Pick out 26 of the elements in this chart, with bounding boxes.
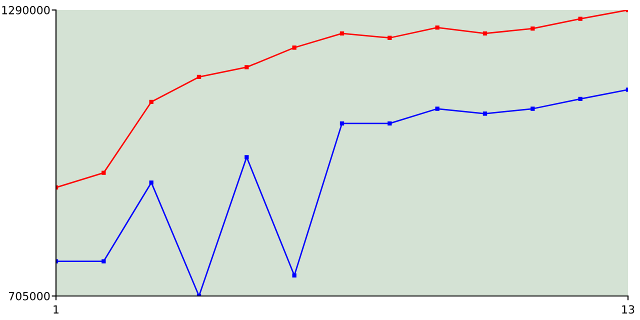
point <box>149 100 154 104</box>
point <box>292 46 296 50</box>
point <box>530 26 535 31</box>
y-tick-label: 705000 <box>8 292 50 300</box>
point <box>196 74 202 80</box>
point <box>244 65 249 70</box>
point <box>340 31 344 36</box>
point <box>578 16 582 21</box>
point <box>578 96 582 102</box>
x-tick-label: 1 <box>54 305 59 314</box>
point <box>102 170 106 175</box>
point <box>482 31 488 36</box>
point <box>149 180 154 185</box>
point <box>530 106 535 111</box>
point <box>388 36 392 40</box>
point <box>435 106 440 111</box>
point <box>482 112 488 116</box>
y-tick-label: 1290000 <box>2 6 50 14</box>
point <box>102 259 106 264</box>
point <box>435 26 440 30</box>
point <box>292 273 296 278</box>
point <box>244 155 249 160</box>
point <box>340 121 344 126</box>
point <box>388 121 392 126</box>
x-tick-label: 13 <box>622 305 634 314</box>
line-series <box>56 10 628 190</box>
